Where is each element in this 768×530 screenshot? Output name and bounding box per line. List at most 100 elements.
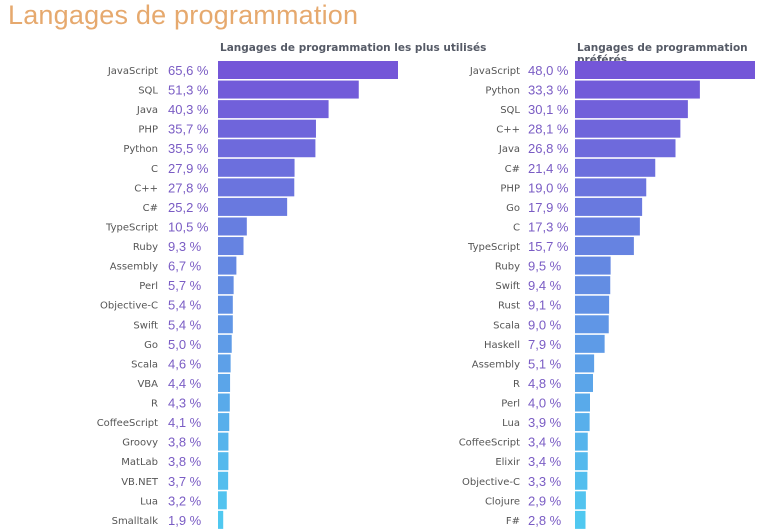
bar-objective-c: [218, 295, 233, 314]
bar-java: [575, 139, 676, 158]
value-label: 3,9 %: [528, 415, 562, 430]
value-label: 9,3 %: [168, 239, 202, 254]
bar-python: [575, 80, 700, 99]
category-label: VBA: [137, 379, 158, 390]
category-label: Assembly: [472, 359, 520, 370]
value-label: 28,1 %: [528, 122, 569, 137]
value-label: 25,2 %: [168, 200, 209, 215]
category-label: Assembly: [110, 262, 158, 273]
value-label: 10,5 %: [168, 219, 209, 234]
category-label: CoffeeScript: [97, 418, 158, 429]
value-label: 7,9 %: [528, 337, 562, 352]
value-label: 3,4 %: [528, 435, 562, 450]
category-label: Lua: [140, 496, 158, 507]
category-label: Scala: [493, 320, 520, 331]
category-label: R: [513, 379, 520, 390]
category-label: Smalltalk: [112, 516, 159, 527]
value-label: 5,4 %: [168, 317, 202, 332]
category-label: Elixir: [495, 457, 521, 468]
category-label: CoffeeScript: [459, 438, 520, 449]
category-label: Lua: [502, 418, 520, 429]
bar-php: [575, 178, 647, 197]
page-title: Langages de programmation: [8, 0, 359, 30]
category-label: C#: [143, 203, 158, 214]
bar-haskell: [575, 334, 605, 353]
value-label: 51,3 %: [168, 83, 209, 98]
bar-coffeescript: [218, 413, 230, 432]
category-label: R: [151, 399, 158, 410]
value-label: 6,7 %: [168, 259, 202, 274]
value-label: 5,4 %: [168, 298, 202, 313]
bar-swift: [575, 276, 611, 295]
bar-go: [575, 197, 643, 216]
category-label: TypeScript: [467, 242, 520, 253]
bar-vb-net: [218, 471, 229, 490]
bar-perl: [218, 276, 234, 295]
value-label: 15,7 %: [528, 239, 569, 254]
bar-smalltalk: [218, 510, 224, 529]
category-label: Ruby: [133, 242, 158, 253]
category-label: TypeScript: [105, 222, 158, 233]
value-label: 9,4 %: [528, 278, 562, 293]
category-label: VB.NET: [121, 477, 159, 488]
category-label: Go: [506, 203, 520, 214]
category-label: Java: [498, 144, 520, 155]
bar-rust: [575, 295, 610, 314]
value-label: 27,9 %: [168, 161, 209, 176]
category-label: C#: [505, 164, 520, 175]
value-label: 35,7 %: [168, 122, 209, 137]
value-label: 35,5 %: [168, 141, 209, 156]
value-label: 2,8 %: [528, 513, 562, 528]
value-label: 4,4 %: [168, 376, 202, 391]
bar-assembly: [218, 256, 237, 275]
category-label: Perl: [139, 281, 158, 292]
category-label: Ruby: [495, 262, 520, 273]
category-label: MatLab: [121, 457, 158, 468]
bar-f-: [575, 510, 586, 529]
value-label: 3,2 %: [168, 493, 202, 508]
value-label: 17,9 %: [528, 200, 569, 215]
bar-ruby: [575, 256, 611, 275]
value-label: 1,9 %: [168, 513, 202, 528]
category-label: Swift: [495, 281, 520, 292]
category-label: Python: [485, 86, 520, 97]
value-label: 4,1 %: [168, 415, 202, 430]
bar-c-: [218, 178, 295, 197]
category-label: Python: [123, 144, 158, 155]
bar-typescript: [575, 237, 634, 256]
category-label: Perl: [501, 399, 520, 410]
category-label: SQL: [138, 86, 158, 97]
bar-scala: [575, 315, 609, 334]
bar-javascript: [575, 61, 755, 79]
value-label: 17,3 %: [528, 219, 569, 234]
bar-scala: [218, 354, 231, 373]
value-label: 21,4 %: [528, 161, 569, 176]
category-label: Clojure: [485, 496, 520, 507]
value-label: 40,3 %: [168, 102, 209, 117]
value-label: 65,6 %: [168, 63, 209, 78]
value-label: 26,8 %: [528, 141, 569, 156]
value-label: 48,0 %: [528, 63, 569, 78]
value-label: 3,4 %: [528, 454, 562, 469]
value-label: 9,5 %: [528, 259, 562, 274]
category-label: PHP: [138, 125, 158, 136]
bar-vba: [218, 373, 231, 392]
category-label: Groovy: [122, 438, 158, 449]
bar-r: [575, 373, 593, 392]
bar-coffeescript: [575, 432, 588, 451]
category-label: Haskell: [484, 340, 520, 351]
bar-c: [218, 158, 295, 177]
bar-assembly: [575, 354, 595, 373]
category-label: Java: [136, 105, 158, 116]
category-label: C: [513, 222, 520, 233]
category-label: JavaScript: [469, 66, 520, 77]
category-label: C++: [496, 125, 520, 136]
category-label: PHP: [500, 183, 520, 194]
bar-ruby: [218, 237, 244, 256]
bar-lua: [218, 491, 227, 510]
category-label: JavaScript: [107, 66, 158, 77]
category-label: SQL: [500, 105, 520, 116]
bar-c-: [575, 119, 681, 138]
bar-sql: [575, 100, 688, 119]
